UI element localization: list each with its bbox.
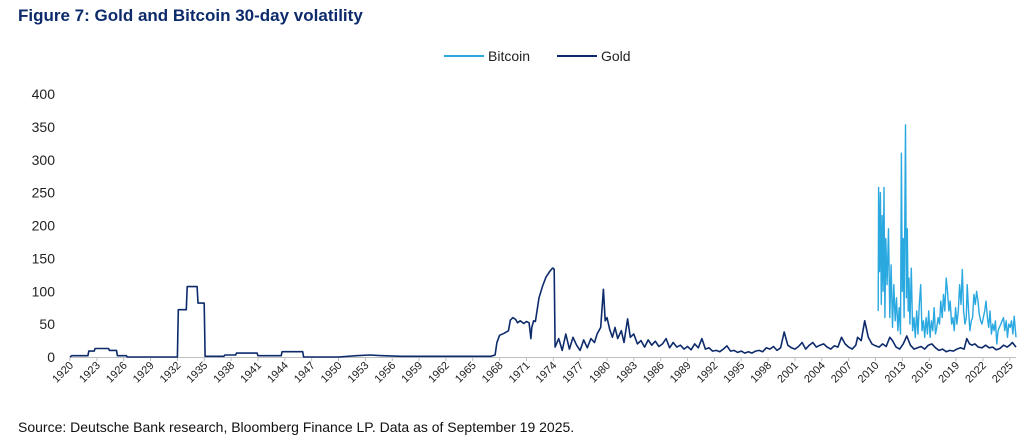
x-tick-label: 1926 bbox=[104, 360, 130, 386]
y-tick-label: 200 bbox=[32, 218, 56, 234]
x-tick-label: 2010 bbox=[856, 360, 882, 386]
x-tick-label: 2007 bbox=[829, 360, 855, 386]
x-tick-label: 1971 bbox=[507, 360, 533, 386]
x-tick-label: 2013 bbox=[883, 360, 909, 386]
y-tick-label: 150 bbox=[32, 250, 56, 266]
y-axis: 0 50 100 150 200 250 300 350 400 bbox=[32, 86, 56, 365]
x-tick-label: 1974 bbox=[534, 360, 560, 386]
x-tick-label: 1989 bbox=[668, 360, 694, 386]
x-tick-label: 1968 bbox=[480, 360, 506, 386]
x-tick-label: 1929 bbox=[131, 360, 157, 386]
x-tick-label: 1956 bbox=[373, 360, 399, 386]
x-tick-label: 1992 bbox=[695, 360, 721, 386]
x-tick-label: 1944 bbox=[265, 360, 291, 386]
source-note: Source: Deutsche Bank research, Bloomber… bbox=[18, 419, 575, 435]
x-tick-label: 2004 bbox=[802, 360, 828, 386]
x-tick-label: 2025 bbox=[990, 360, 1016, 386]
legend-label-gold: Gold bbox=[601, 48, 631, 64]
x-tick-label: 1995 bbox=[722, 360, 748, 386]
y-tick-label: 250 bbox=[32, 185, 56, 201]
x-tick-label: 2019 bbox=[936, 360, 962, 386]
x-tick-label: 1980 bbox=[587, 360, 613, 386]
chart-title: Figure 7: Gold and Bitcoin 30-day volati… bbox=[18, 6, 363, 25]
y-tick-label: 50 bbox=[39, 316, 55, 332]
series-line-gold bbox=[69, 267, 1017, 358]
x-tick-label: 1923 bbox=[77, 360, 103, 386]
x-tick-label: 1950 bbox=[319, 360, 345, 386]
x-tick-label: 1938 bbox=[211, 360, 237, 386]
legend-label-bitcoin: Bitcoin bbox=[488, 48, 530, 64]
x-tick-label: 1932 bbox=[158, 360, 184, 386]
x-tick-label: 1947 bbox=[292, 360, 318, 386]
chart-legend: Bitcoin Gold bbox=[444, 48, 631, 64]
y-tick-label: 400 bbox=[32, 86, 56, 102]
x-tick-label: 1965 bbox=[453, 360, 479, 386]
x-tick-label: 1977 bbox=[560, 360, 586, 386]
x-tick-label: 1935 bbox=[185, 360, 211, 386]
series-line-bitcoin bbox=[877, 124, 1017, 345]
x-tick-label: 1959 bbox=[399, 360, 425, 386]
x-tick-label: 1998 bbox=[748, 360, 774, 386]
x-tick-label: 2016 bbox=[910, 360, 936, 386]
y-tick-label: 300 bbox=[32, 152, 56, 168]
x-tick-label: 1986 bbox=[641, 360, 667, 386]
x-tick-label: 2001 bbox=[775, 360, 801, 386]
y-tick-label: 100 bbox=[32, 283, 56, 299]
x-tick-label: 1983 bbox=[614, 360, 640, 386]
x-tick-label: 1953 bbox=[346, 360, 372, 386]
plot-area bbox=[69, 124, 1017, 358]
x-axis: 1920 1923 1926 1929 1932 1935 1938 1941 1944 1947… bbox=[50, 357, 1016, 385]
x-tick-label: 2022 bbox=[963, 360, 989, 386]
x-tick-label: 1941 bbox=[238, 360, 264, 386]
y-tick-label: 0 bbox=[47, 349, 55, 365]
y-tick-label: 350 bbox=[32, 119, 56, 135]
x-tick-label: 1962 bbox=[426, 360, 452, 386]
